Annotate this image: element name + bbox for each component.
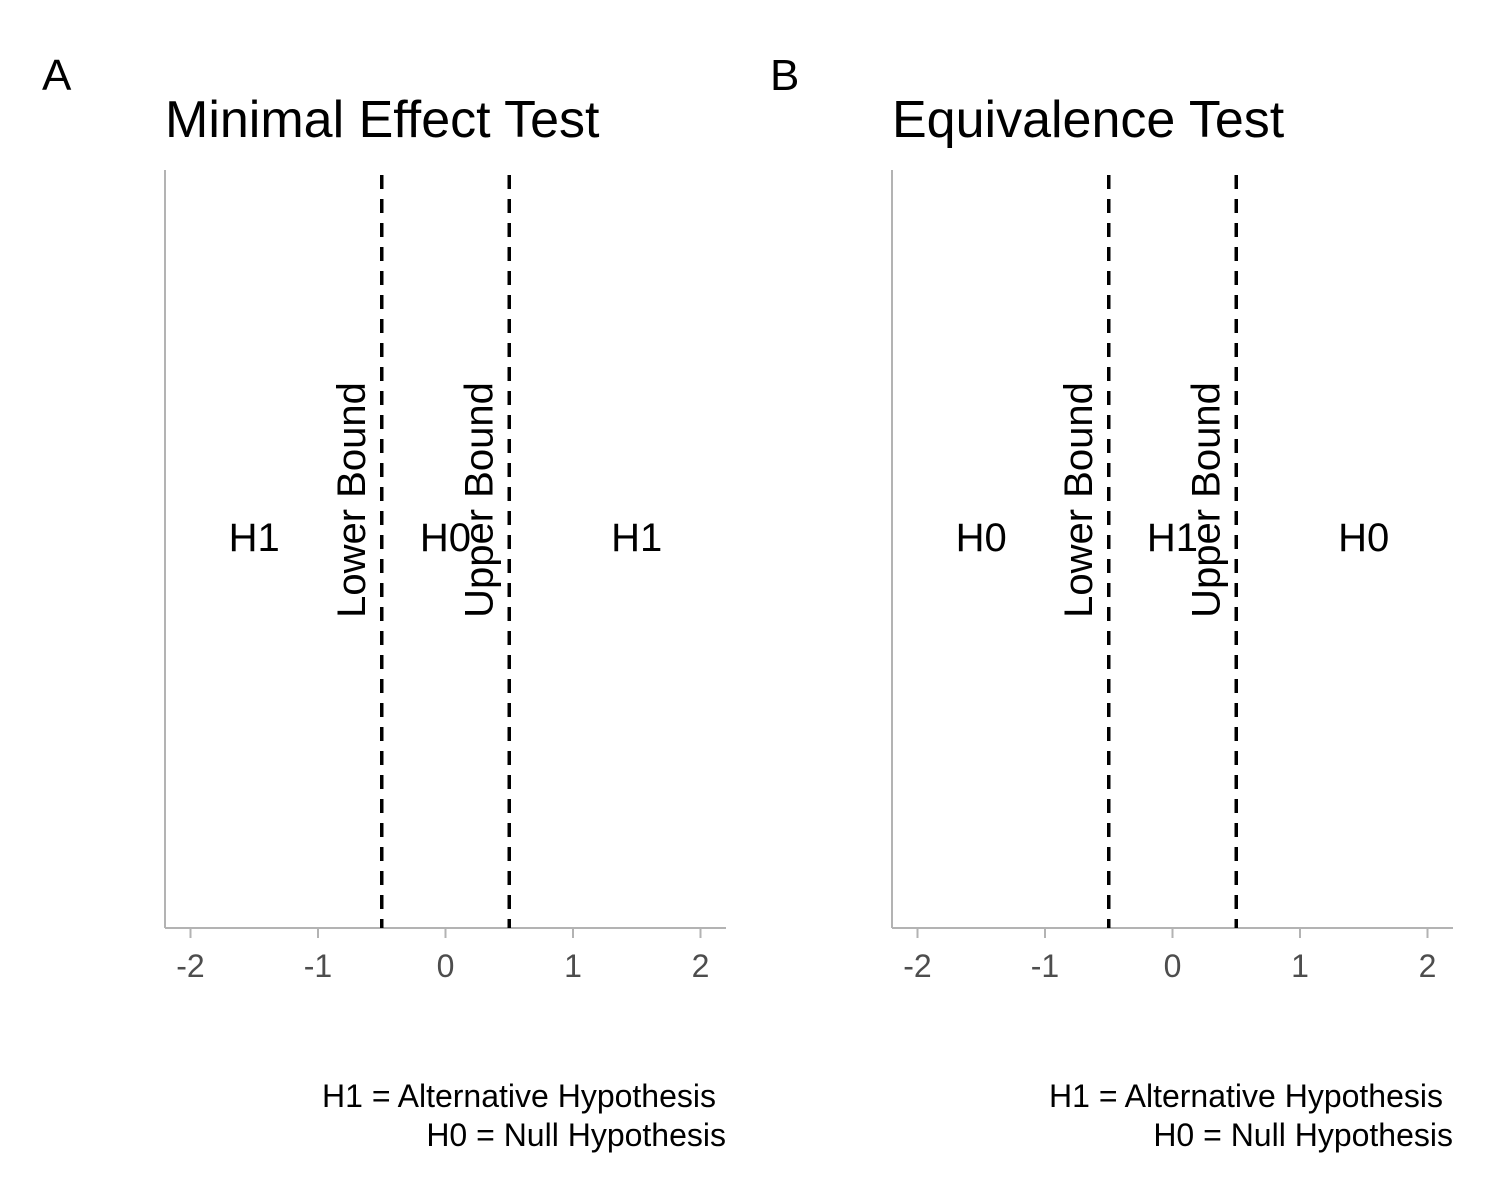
region-label-2-b: H1 <box>1147 516 1198 560</box>
lower-bound-label-b: Lower Bound <box>1057 382 1101 618</box>
caption-line-1-a: H1 = Alternative Hypothesis <box>322 1078 716 1114</box>
x-tick-label-b: 2 <box>1419 948 1437 984</box>
upper-bound-label-a: Upper Bound <box>457 382 501 618</box>
region-label-3-a: H1 <box>611 516 662 560</box>
panel-a: A Minimal Effect Test -2 -1 0 1 2 Lower Bound… <box>42 51 726 1153</box>
panel-title-b: Equivalence Test <box>892 91 1285 149</box>
caption-line-2-b: H0 = Null Hypothesis <box>1153 1117 1453 1153</box>
panel-tag-b: B <box>770 51 799 100</box>
region-label-3-b: H0 <box>1338 516 1389 560</box>
x-tick-label-b: 1 <box>1291 948 1309 984</box>
upper-bound-label-b: Upper Bound <box>1184 382 1228 618</box>
panel-tag-a: A <box>42 51 72 100</box>
caption-line-2-a: H0 = Null Hypothesis <box>426 1117 726 1153</box>
panel-b: B Equivalence Test -2 -1 0 1 2 Lower Bound Upp… <box>770 51 1453 1153</box>
x-tick-label-a: 0 <box>437 948 455 984</box>
region-label-1-a: H1 <box>229 516 280 560</box>
region-label-2-a: H0 <box>420 516 471 560</box>
lower-bound-label-a: Lower Bound <box>330 382 374 618</box>
x-tick-label-a: 1 <box>564 948 582 984</box>
plot-marks-a: -2 -1 0 1 2 Lower Bound Upper Bound H1 H0 H1 <box>176 175 709 984</box>
x-tick-label-b: 0 <box>1164 948 1182 984</box>
x-tick-label-a: 2 <box>692 948 710 984</box>
x-tick-label-b: -2 <box>903 948 931 984</box>
region-label-1-b: H0 <box>956 516 1007 560</box>
panel-title-a: Minimal Effect Test <box>165 91 600 149</box>
caption-line-1-b: H1 = Alternative Hypothesis <box>1049 1078 1443 1114</box>
x-tick-label-b: -1 <box>1031 948 1059 984</box>
plot-marks-b: -2 -1 0 1 2 Lower Bound Upper Bound H0 H1 H0 <box>903 175 1436 984</box>
x-tick-label-a: -1 <box>304 948 332 984</box>
x-tick-label-a: -2 <box>176 948 204 984</box>
